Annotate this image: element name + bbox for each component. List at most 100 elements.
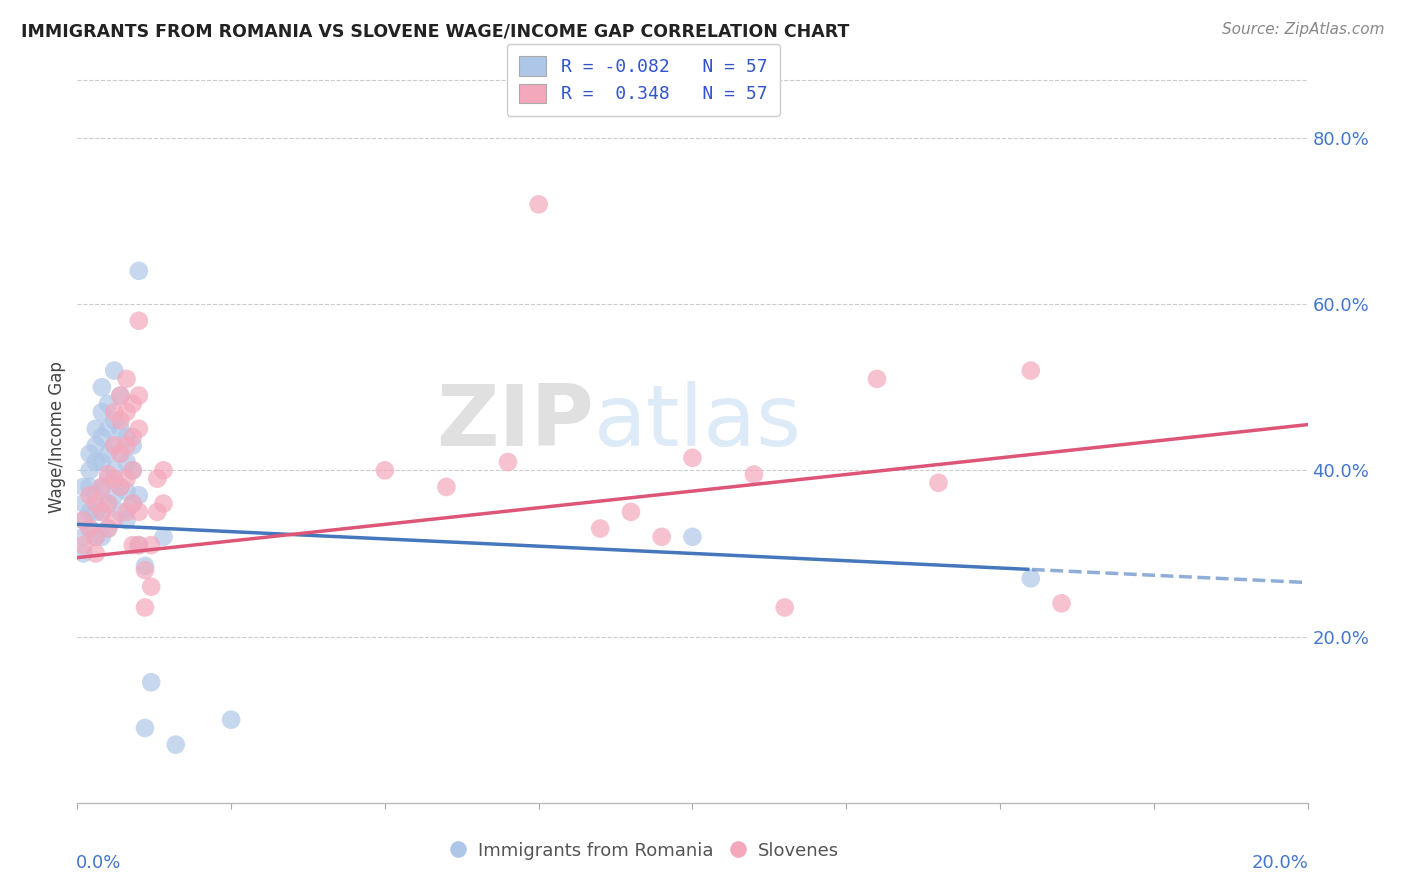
Legend: Immigrants from Romania, Slovenes: Immigrants from Romania, Slovenes xyxy=(440,835,846,867)
Point xyxy=(128,422,150,436)
Point xyxy=(134,563,156,577)
Point xyxy=(97,422,120,436)
Point xyxy=(134,558,156,573)
Point xyxy=(115,484,138,499)
Point xyxy=(152,463,174,477)
Point xyxy=(90,505,114,519)
Text: atlas: atlas xyxy=(595,381,801,464)
Point xyxy=(110,505,132,519)
Text: 20.0%: 20.0% xyxy=(1251,854,1309,872)
Point xyxy=(121,497,143,511)
Point xyxy=(110,480,132,494)
Point xyxy=(115,405,138,419)
Point xyxy=(128,538,150,552)
Point xyxy=(121,538,143,552)
Point xyxy=(103,488,125,502)
Point xyxy=(115,513,138,527)
Point xyxy=(115,438,138,452)
Point xyxy=(103,438,125,452)
Point xyxy=(72,538,94,552)
Point xyxy=(527,197,550,211)
Point xyxy=(1019,571,1042,585)
Text: 0.0%: 0.0% xyxy=(76,854,121,872)
Point xyxy=(128,488,150,502)
Point xyxy=(134,721,156,735)
Point xyxy=(620,505,643,519)
Point xyxy=(90,405,114,419)
Point xyxy=(110,480,132,494)
Point xyxy=(79,521,101,535)
Point xyxy=(90,380,114,394)
Point xyxy=(72,530,94,544)
Point xyxy=(134,600,156,615)
Point xyxy=(103,363,125,377)
Point xyxy=(110,422,132,436)
Point xyxy=(72,497,94,511)
Point xyxy=(121,438,143,452)
Point xyxy=(72,546,94,560)
Point xyxy=(97,472,120,486)
Point xyxy=(97,497,120,511)
Point xyxy=(146,472,169,486)
Point xyxy=(110,447,132,461)
Point xyxy=(84,422,107,436)
Point xyxy=(128,538,150,552)
Point xyxy=(682,450,704,465)
Point xyxy=(589,521,612,535)
Point xyxy=(97,521,120,535)
Point xyxy=(103,413,125,427)
Point xyxy=(72,480,94,494)
Point xyxy=(90,455,114,469)
Point xyxy=(682,530,704,544)
Y-axis label: Wage/Income Gap: Wage/Income Gap xyxy=(48,361,66,513)
Point xyxy=(103,405,125,419)
Point xyxy=(79,521,101,535)
Point xyxy=(219,713,242,727)
Point xyxy=(115,455,138,469)
Point xyxy=(84,438,107,452)
Point xyxy=(90,505,114,519)
Point xyxy=(773,600,796,615)
Point xyxy=(115,372,138,386)
Point xyxy=(742,467,765,482)
Point xyxy=(115,430,138,444)
Point xyxy=(90,480,114,494)
Point xyxy=(97,521,120,535)
Point xyxy=(110,447,132,461)
Point xyxy=(97,447,120,461)
Point xyxy=(90,480,114,494)
Point xyxy=(84,546,107,560)
Point xyxy=(110,388,132,402)
Point xyxy=(84,455,107,469)
Point xyxy=(121,497,143,511)
Point xyxy=(103,472,125,486)
Point xyxy=(90,530,114,544)
Point xyxy=(152,497,174,511)
Point xyxy=(103,513,125,527)
Point xyxy=(79,463,101,477)
Point xyxy=(97,497,120,511)
Point xyxy=(84,497,107,511)
Point xyxy=(84,488,107,502)
Point xyxy=(128,388,150,402)
Point xyxy=(79,488,101,502)
Point xyxy=(651,530,673,544)
Point xyxy=(115,505,138,519)
Point xyxy=(103,438,125,452)
Point xyxy=(79,480,101,494)
Point xyxy=(79,505,101,519)
Point xyxy=(152,530,174,544)
Point xyxy=(866,372,889,386)
Text: IMMIGRANTS FROM ROMANIA VS SLOVENE WAGE/INCOME GAP CORRELATION CHART: IMMIGRANTS FROM ROMANIA VS SLOVENE WAGE/… xyxy=(21,22,849,40)
Point xyxy=(146,505,169,519)
Point xyxy=(72,513,94,527)
Point xyxy=(84,530,107,544)
Point xyxy=(121,397,143,411)
Point xyxy=(121,463,143,477)
Point xyxy=(103,463,125,477)
Point xyxy=(165,738,187,752)
Text: Source: ZipAtlas.com: Source: ZipAtlas.com xyxy=(1222,22,1385,37)
Point xyxy=(128,505,150,519)
Point xyxy=(97,467,120,482)
Point xyxy=(1050,596,1073,610)
